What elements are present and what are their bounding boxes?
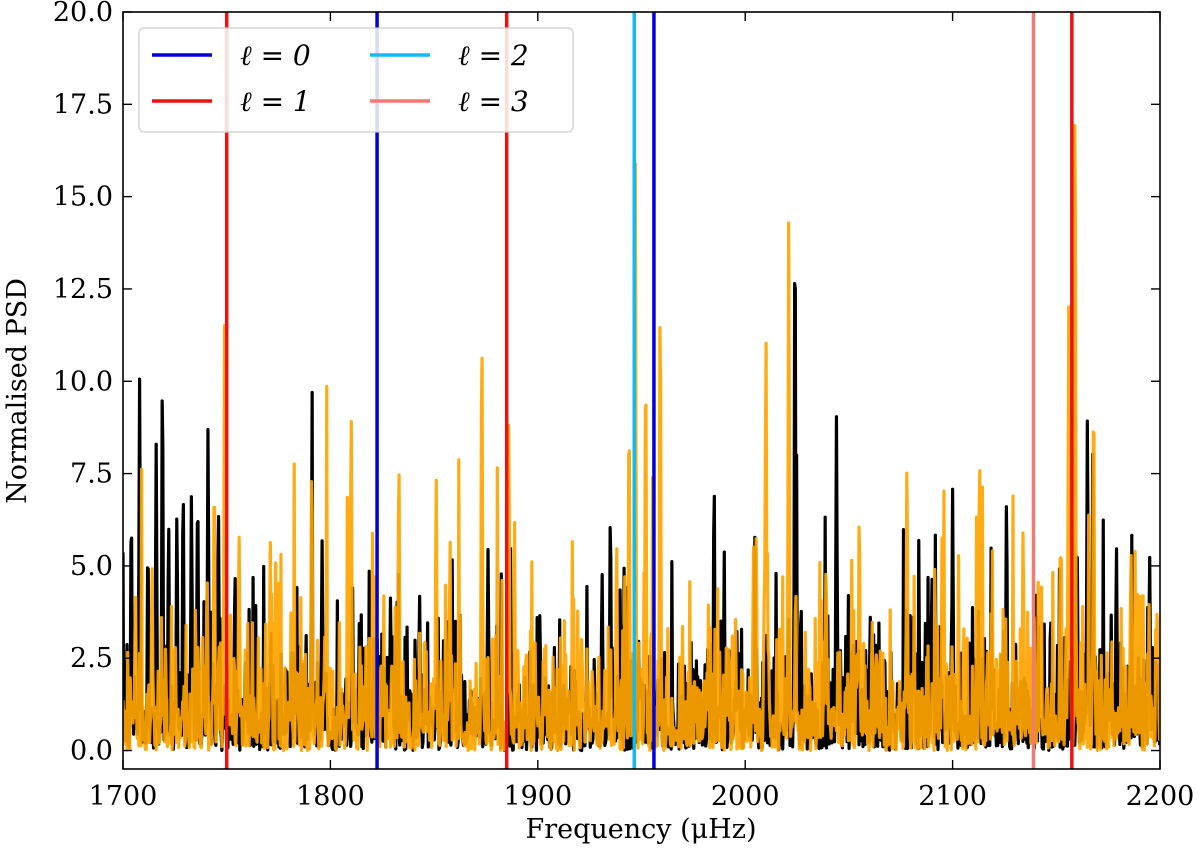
legend: ℓ = 0 ℓ = 1 ℓ = 2 ℓ = 3 <box>138 27 574 133</box>
y-tick-label: 15.0 <box>53 182 113 213</box>
x-axis-label: Frequency (μHz) <box>525 814 756 845</box>
x-tick-label: 2000 <box>711 781 780 812</box>
x-tick-label: 1700 <box>89 781 158 812</box>
legend-label-l1: ℓ = 1 <box>240 85 311 118</box>
y-tick-label: 7.5 <box>70 459 113 490</box>
plot-frame <box>122 11 1161 770</box>
x-tick-label: 1800 <box>296 781 365 812</box>
legend-box <box>138 27 574 133</box>
mode-lines-layer <box>224 12 1074 769</box>
y-tick-label: 17.5 <box>53 89 113 120</box>
x-tick-label: 2100 <box>918 781 987 812</box>
y-tick-label: 2.5 <box>70 643 113 674</box>
x-tick-label: 1900 <box>503 781 572 812</box>
y-axis-label: Normalised PSD <box>2 278 33 504</box>
legend-label-l2: ℓ = 2 <box>458 39 529 72</box>
y-tick-label: 12.5 <box>53 274 113 305</box>
psd-series-orange <box>123 124 1160 753</box>
legend-label-l3: ℓ = 3 <box>458 85 529 118</box>
y-tick-label: 0.0 <box>70 736 113 767</box>
series-layer <box>123 124 1160 753</box>
y-tick-label: 10.0 <box>53 366 113 397</box>
x-tick-label: 2200 <box>1126 781 1195 812</box>
ticks-layer: 1700 1800 1900 2000 2100 2200 0.0 2.5 5.0 7.5 10.0… <box>53 0 1194 812</box>
legend-label-l0: ℓ = 0 <box>240 39 311 72</box>
y-tick-label: 20.0 <box>53 0 113 28</box>
y-tick-label: 5.0 <box>70 551 113 582</box>
